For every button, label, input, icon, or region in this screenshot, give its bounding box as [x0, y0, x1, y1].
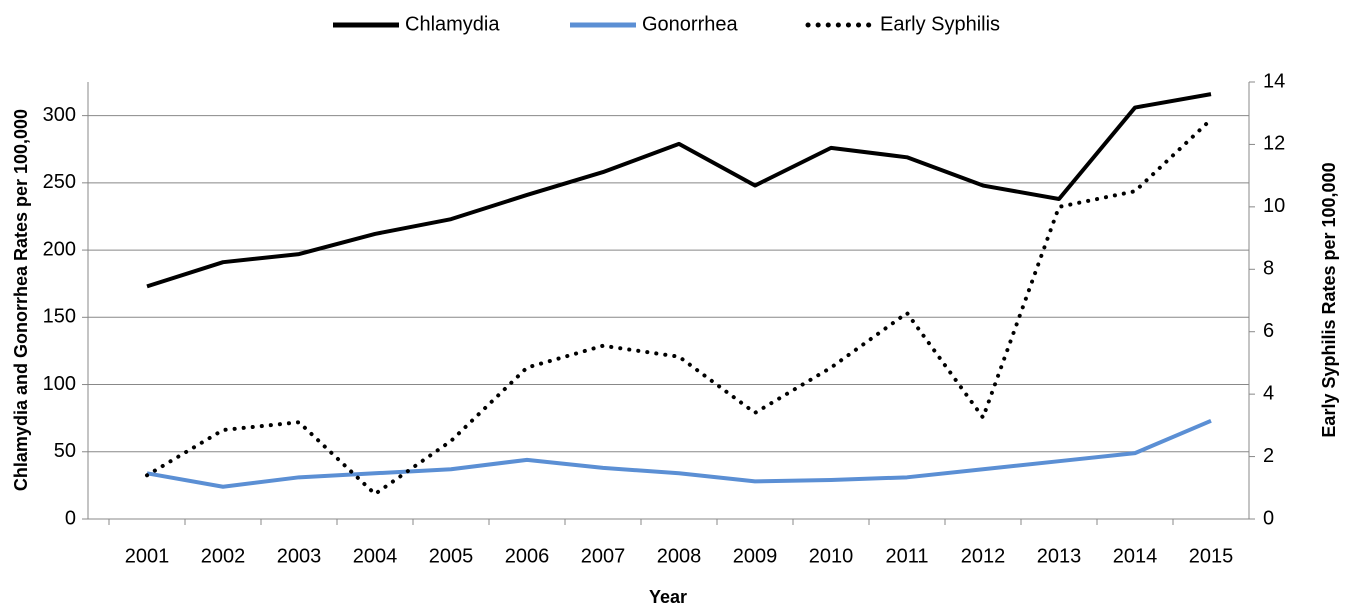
x-tick-label: 2009 — [733, 545, 778, 567]
y2-tick-label: 0 — [1263, 507, 1274, 529]
y2-tick-label: 14 — [1263, 70, 1285, 92]
y2-tick-label: 2 — [1263, 445, 1274, 467]
x-tick-label: 2002 — [201, 545, 246, 567]
y-tick-label: 250 — [43, 171, 76, 193]
y2-axis-title: Early Syphilis Rates per 100,000 — [1319, 162, 1339, 437]
x-tick-label: 2004 — [353, 545, 398, 567]
x-tick-label: 2012 — [961, 545, 1006, 567]
series-line — [145, 117, 1213, 497]
y2-tick-label: 6 — [1263, 320, 1274, 342]
x-tick-label: 2011 — [885, 545, 928, 567]
x-tick-label: 2007 — [581, 545, 626, 567]
legend-label: Gonorrhea — [642, 13, 738, 35]
x-tick-label: 2006 — [505, 545, 550, 567]
y2-tick-label: 4 — [1263, 382, 1274, 404]
x-tick-label: 2008 — [657, 545, 702, 567]
x-axis-title: Year — [649, 587, 687, 607]
x-tick-label: 2014 — [1113, 545, 1158, 567]
y2-tick-label: 8 — [1263, 258, 1274, 280]
x-tick-label: 2005 — [429, 545, 474, 567]
x-tick-label: 2003 — [277, 545, 322, 567]
y-tick-label: 300 — [43, 104, 76, 126]
y-axis-title: Chlamydia and Gonorrhea Rates per 100,00… — [11, 109, 31, 491]
x-tick-label: 2015 — [1189, 545, 1234, 567]
y-tick-label: 0 — [65, 507, 76, 529]
x-tick-label: 2010 — [809, 545, 854, 567]
series-line — [146, 419, 1212, 489]
y-tick-label: 100 — [43, 373, 76, 395]
legend-label: Early Syphilis — [880, 13, 1000, 35]
y2-tick-label: 12 — [1263, 133, 1285, 155]
x-tick-label: 2001 — [125, 545, 170, 567]
legend-label: Chlamydia — [405, 13, 500, 35]
series-line — [146, 92, 1212, 289]
x-tick-label: 2013 — [1037, 545, 1082, 567]
y-tick-label: 50 — [54, 440, 76, 462]
y-tick-label: 150 — [43, 306, 76, 328]
y2-tick-label: 10 — [1263, 195, 1285, 217]
y-tick-label: 200 — [43, 238, 76, 260]
